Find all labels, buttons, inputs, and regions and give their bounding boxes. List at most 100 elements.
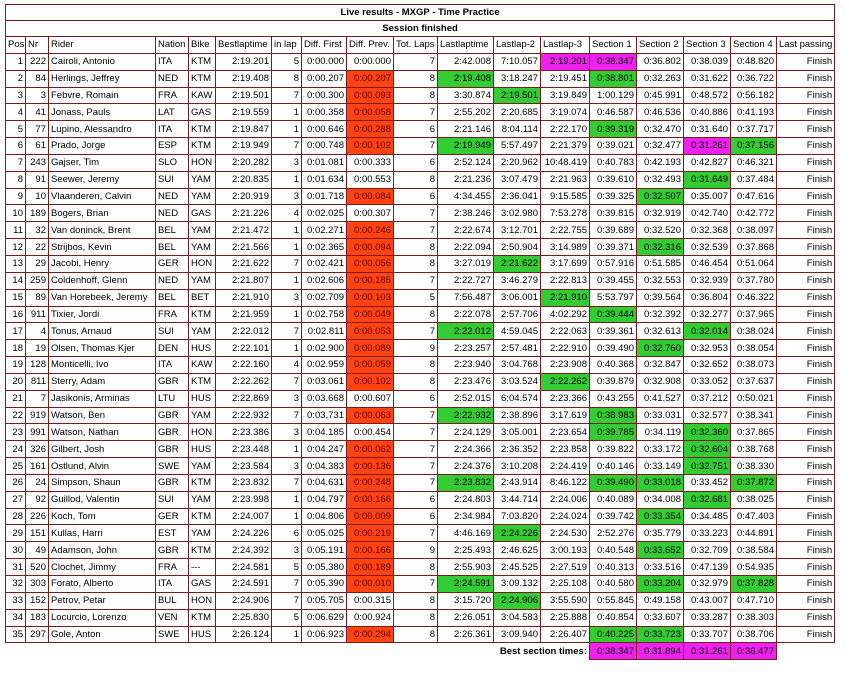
cell: 3 xyxy=(271,389,302,408)
cell: 2:24.906 xyxy=(493,591,541,610)
cell: SWE xyxy=(155,457,189,475)
cell: 0:33.723 xyxy=(636,625,684,644)
cell: Gole, Anton xyxy=(48,625,156,644)
cell: KTM xyxy=(188,137,216,155)
cell: 2:36.352 xyxy=(493,440,541,459)
cell: 2:38.896 xyxy=(493,406,541,425)
cell: 4:46.169 xyxy=(437,524,494,543)
cell: 0:36.722 xyxy=(730,69,777,88)
cell: 0:04.247 xyxy=(301,440,347,459)
cell: Kullas, Harri xyxy=(48,524,156,543)
cell: 0:40.225 xyxy=(589,625,637,644)
cell: 91 xyxy=(25,170,49,189)
cell: KTM xyxy=(188,541,216,560)
cell: 89 xyxy=(25,288,49,307)
column-header: Bike xyxy=(188,36,216,54)
cell: Finish xyxy=(775,271,836,290)
cell: 5 xyxy=(271,608,302,627)
cell: SLO xyxy=(155,153,189,172)
cell: 2:24.226 xyxy=(215,524,272,543)
cell: 0:37.872 xyxy=(730,473,777,492)
cell: HON xyxy=(188,591,216,610)
cell: 0:32.604 xyxy=(683,440,731,459)
cell: 520 xyxy=(25,558,49,576)
cell: Finish xyxy=(775,575,836,593)
cell: 5 xyxy=(5,120,26,139)
cell: YAM xyxy=(188,187,216,206)
cell: 0:42.193 xyxy=(636,153,684,172)
cell: Finish xyxy=(775,221,836,240)
cell: YAM xyxy=(188,271,216,290)
cell: 0:00.058 xyxy=(346,103,394,122)
cell: 8 xyxy=(393,254,438,273)
result-row: 30 49 Adamson, John GBR KTM 2:24.392 3 0:05.191… xyxy=(5,541,836,560)
cell: Lupino, Alessandro xyxy=(48,120,156,139)
cell: 3:09.132 xyxy=(493,575,541,593)
cell: 0:33.287 xyxy=(683,608,731,627)
cell: 7 xyxy=(271,372,302,391)
cell: Finish xyxy=(775,204,836,223)
cell: 0:00.089 xyxy=(346,339,394,358)
cell: 92 xyxy=(25,490,49,509)
column-header: Nr xyxy=(25,36,49,54)
cell: 0:32.919 xyxy=(636,204,684,223)
cell: 0:02.900 xyxy=(301,339,347,358)
cell: 0:40.313 xyxy=(589,558,637,576)
cell: 3:44.714 xyxy=(493,490,541,509)
cell: 7:56.487 xyxy=(437,288,494,307)
cell: 0:00.059 xyxy=(346,356,394,374)
cell: 15 xyxy=(5,288,26,307)
cell: 0:00.924 xyxy=(346,608,394,627)
cell: 8 xyxy=(393,625,438,644)
cell: Gajser, Tim xyxy=(48,153,156,172)
cell: 0:05.380 xyxy=(301,558,347,576)
cell: 7 xyxy=(393,271,438,290)
cell: 3 xyxy=(271,541,302,560)
cell: 3 xyxy=(271,288,302,307)
cell: 0:06.629 xyxy=(301,608,347,627)
cell: Guillod, Valentin xyxy=(48,490,156,509)
cell: 0:39.689 xyxy=(589,221,637,240)
cell: 0:31.261 xyxy=(683,137,731,155)
cell: 8 xyxy=(271,69,302,88)
cell: 2:36.041 xyxy=(493,187,541,206)
result-row: 18 19 Olsen, Thomas Kjer DEN HUS 2:22.101 1 0:0… xyxy=(5,339,836,358)
cell: 0:32.507 xyxy=(636,187,684,206)
cell: 7:10.057 xyxy=(493,52,541,71)
cell: 0:00.049 xyxy=(346,305,394,324)
column-header: in lap xyxy=(271,36,302,54)
cell: Watson, Ben xyxy=(48,406,156,425)
cell: 0:05.705 xyxy=(301,591,347,610)
cell: 0:49.158 xyxy=(636,591,684,610)
cell: KTM xyxy=(188,305,216,324)
cell: 2:24.007 xyxy=(215,507,272,526)
cell: Finish xyxy=(775,322,836,341)
cell: 0:34.008 xyxy=(636,490,684,509)
cell: 128 xyxy=(25,356,49,374)
cell: 2:19.847 xyxy=(215,120,272,139)
cell: 2:57.706 xyxy=(493,305,541,324)
cell: 0:37.828 xyxy=(730,575,777,593)
cell: 2:19.559 xyxy=(215,103,272,122)
cell: 2:22.932 xyxy=(437,406,494,425)
cell: 1 xyxy=(5,52,26,71)
cell: GAS xyxy=(188,103,216,122)
column-header: Section 3 xyxy=(683,36,731,54)
cell: 2:22.755 xyxy=(540,221,590,240)
cell: 3:12.701 xyxy=(493,221,541,240)
cell: 0:39.742 xyxy=(589,507,637,526)
cell: 2:22.170 xyxy=(540,120,590,139)
cell: 2:23.476 xyxy=(437,372,494,391)
cell: 0:34.119 xyxy=(636,423,684,442)
result-row: 25 161 Ostlund, Alvin SWE YAM 2:23.584 3 0:04.3… xyxy=(5,457,836,475)
cell: 2:24.129 xyxy=(437,423,494,442)
cell: 0:37.637 xyxy=(730,372,777,391)
cell: GER xyxy=(155,254,189,273)
cell: 2:43.914 xyxy=(493,473,541,492)
result-row: 28 226 Koch, Tom GER KTM 2:24.007 1 0:04.806 0:0… xyxy=(5,507,836,526)
cell: 3 xyxy=(271,187,302,206)
cell: 3 xyxy=(271,153,302,172)
cell: 0:38.025 xyxy=(730,490,777,509)
column-header: Rider xyxy=(48,36,156,54)
cell: 13 xyxy=(5,254,26,273)
